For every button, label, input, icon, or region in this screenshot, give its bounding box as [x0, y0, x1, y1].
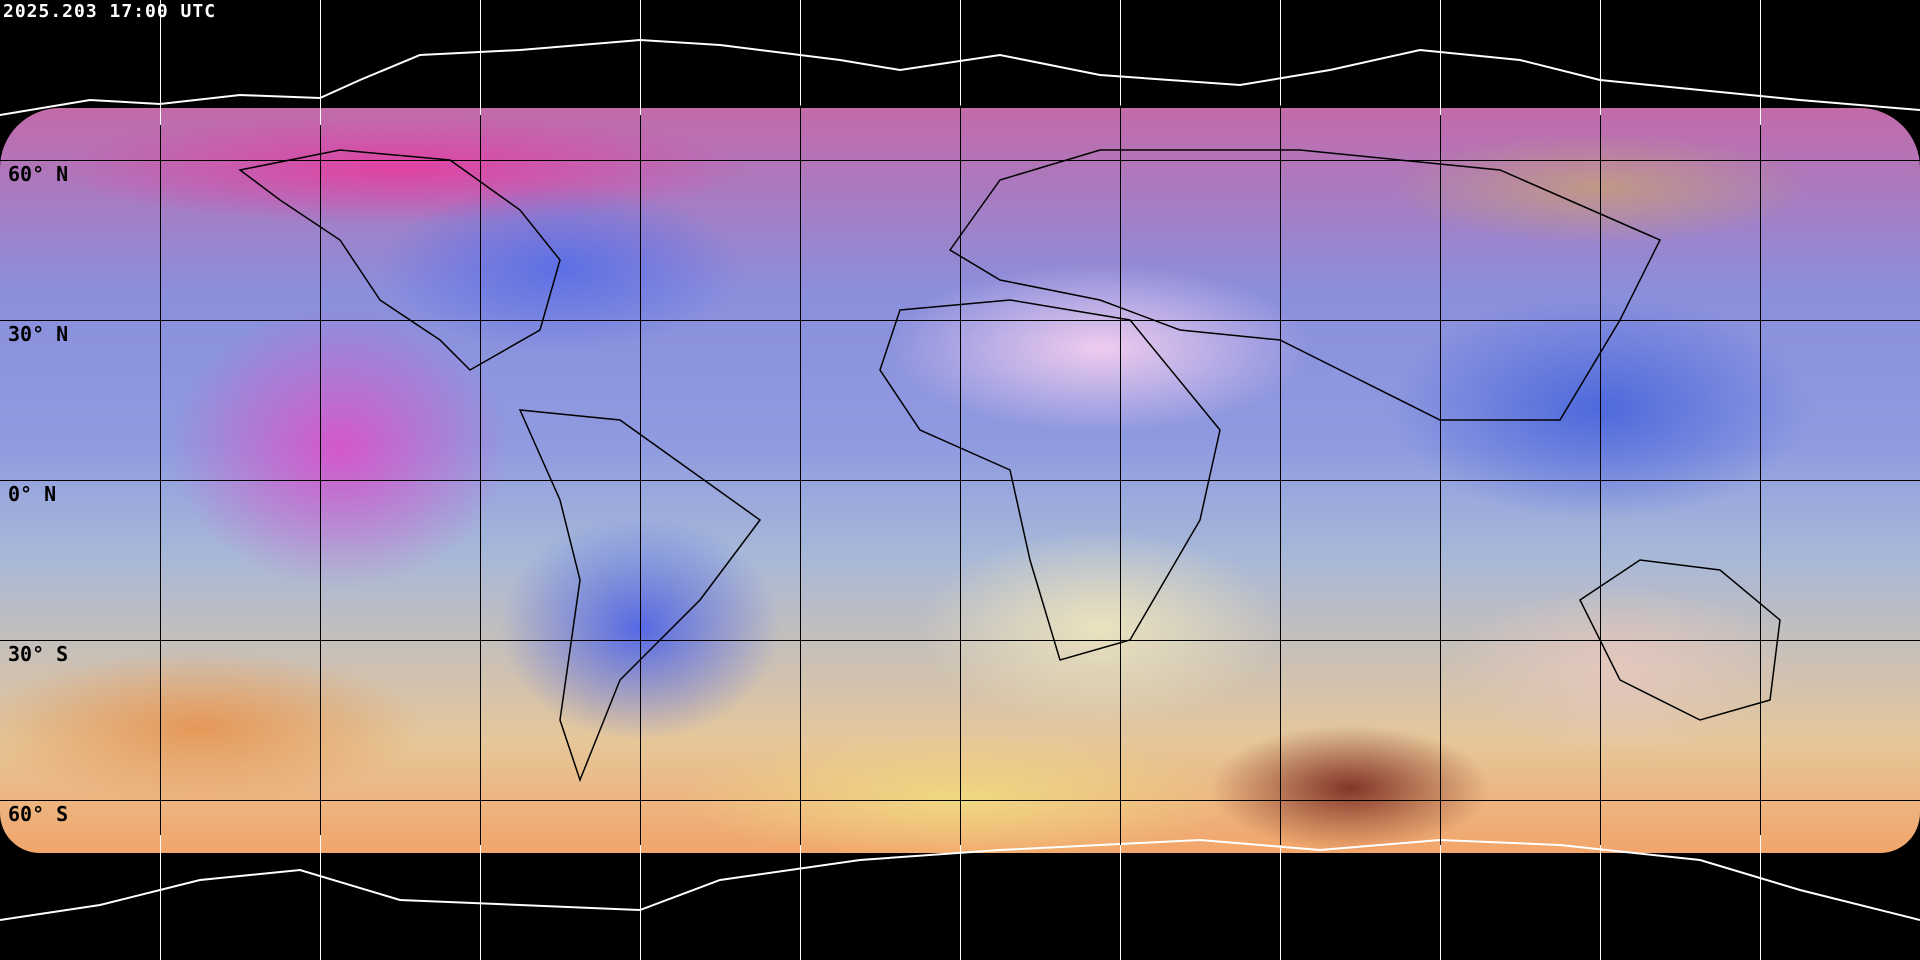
timestamp-title: 2025.203 17:00 UTC: [3, 1, 217, 22]
lat-label-30s: 30° S: [8, 642, 69, 666]
parallel-30s: [0, 640, 1920, 641]
lat-label-equator: 0° N: [8, 482, 57, 506]
parallel-30n: [0, 320, 1920, 321]
parallel-60n: [0, 160, 1920, 161]
lat-label-60s: 60° S: [8, 802, 69, 826]
antarctic-coastline: [0, 838, 1920, 921]
south-america-coastline: [518, 409, 762, 783]
europe-asia-coastline: [948, 149, 1662, 421]
lat-label-30n: 30° N: [8, 322, 69, 346]
north-america-coastline: [238, 149, 561, 371]
parallel-60s: [0, 800, 1920, 801]
australia-coastline: [1579, 559, 1781, 721]
africa-coastline: [879, 299, 1221, 661]
arctic-coastline: [0, 38, 1920, 116]
equator: [0, 480, 1920, 481]
lat-label-60n: 60° N: [8, 162, 69, 186]
